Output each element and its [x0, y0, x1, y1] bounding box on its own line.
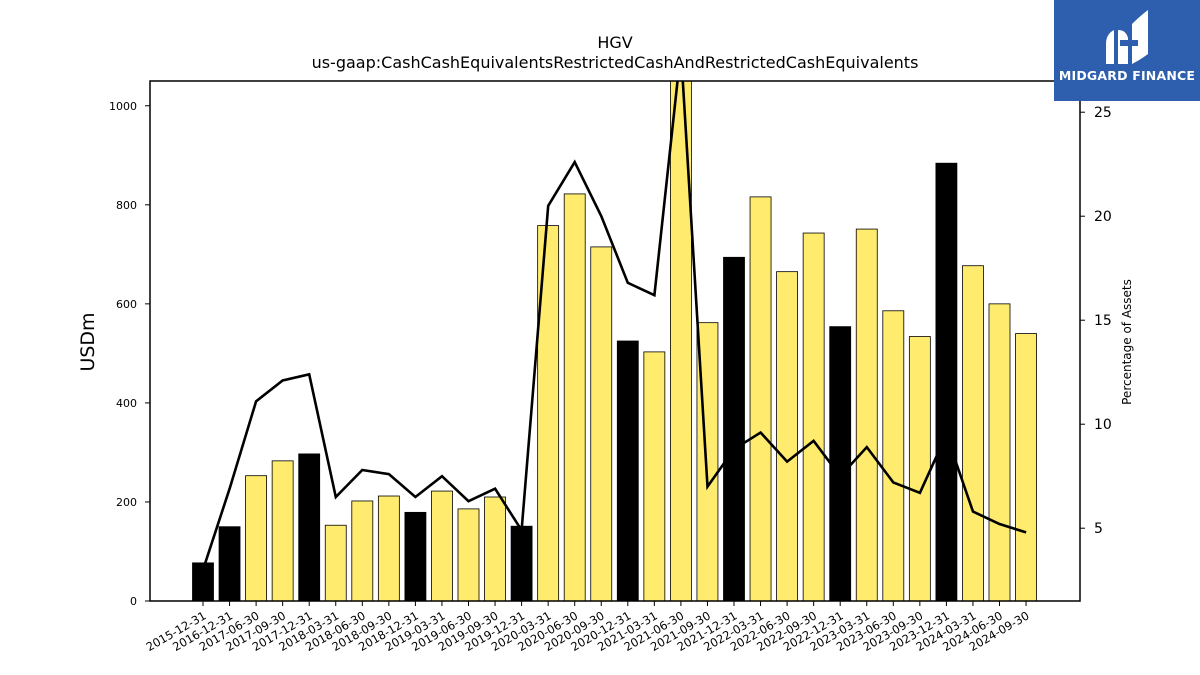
- bar-2020-09-30: [590, 246, 613, 601]
- bar-2023-03-31: [855, 228, 878, 601]
- bar-2022-03-31: [749, 196, 772, 601]
- bar-2018-03-31: [324, 524, 347, 601]
- bar-2018-06-30: [351, 500, 374, 601]
- percentage-line: [201, 81, 1027, 571]
- bar-2024-03-31: [962, 265, 984, 601]
- bar-2024-06-30: [988, 303, 1011, 601]
- bar-2023-06-30: [882, 310, 905, 601]
- line-layer: [201, 81, 1027, 571]
- bar-2016-12-31: [218, 526, 241, 601]
- bar-2022-09-30: [802, 232, 825, 601]
- bar-2023-12-31: [935, 162, 958, 601]
- chart-title: HGV: [597, 33, 632, 52]
- bar-2019-09-30: [484, 496, 506, 601]
- bar-2024-09-30: [1015, 333, 1037, 601]
- y-tick-label: 600: [116, 298, 137, 311]
- y2-tick-label: 25: [1094, 105, 1112, 121]
- bar-2017-12-31: [298, 453, 321, 601]
- y2-tick-label: 10: [1094, 417, 1112, 433]
- logo-mark-icon: [1106, 10, 1148, 64]
- bar-2018-12-31: [404, 511, 427, 601]
- bar-2017-09-30: [271, 460, 294, 601]
- y2-axis-label: Percentage of Assets: [1120, 279, 1134, 405]
- bar-2023-09-30: [908, 336, 931, 601]
- y2-tick-label: 5: [1094, 521, 1103, 537]
- y-tick-label: 200: [116, 496, 137, 509]
- bar-2019-03-31: [431, 490, 453, 601]
- x-axis: 2015-12-312016-12-312017-06-302017-09-30…: [144, 601, 1032, 654]
- y-tick-label: 1000: [109, 100, 137, 113]
- bar-2019-06-30: [457, 508, 480, 601]
- y-tick-label: 800: [116, 199, 137, 212]
- y-axis-label: USDm: [77, 312, 99, 371]
- bar-2021-12-31: [723, 256, 745, 601]
- y2-tick-label: 20: [1094, 209, 1112, 225]
- y-tick-label: 0: [130, 595, 137, 608]
- bar-2018-09-30: [377, 495, 400, 601]
- bar-2022-12-31: [829, 326, 852, 601]
- bar-2020-03-31: [537, 225, 560, 601]
- bar-2021-06-30: [670, 81, 692, 601]
- y-axis-left: 0 200 400 600 800 1000: [109, 100, 150, 608]
- bar-2021-03-31: [643, 351, 666, 601]
- bar-2020-06-30: [563, 193, 586, 601]
- bar-2020-12-31: [616, 340, 639, 601]
- logo-text: MIDGARD FINANCE: [1058, 68, 1196, 83]
- bar-2017-06-30: [245, 475, 268, 601]
- bars-layer: [192, 81, 1037, 601]
- y-axis-right: 5 10 15 20 25: [1080, 105, 1112, 537]
- chart-subtitle: us-gaap:CashCashEquivalentsRestrictedCas…: [312, 53, 919, 72]
- y-tick-label: 400: [116, 397, 137, 410]
- plot-frame: [149, 80, 1081, 602]
- bar-2022-06-30: [776, 271, 798, 601]
- logo: MIDGARD FINANCE: [1054, 0, 1200, 101]
- bar-2019-12-31: [510, 525, 533, 601]
- y2-tick-label: 15: [1094, 313, 1112, 329]
